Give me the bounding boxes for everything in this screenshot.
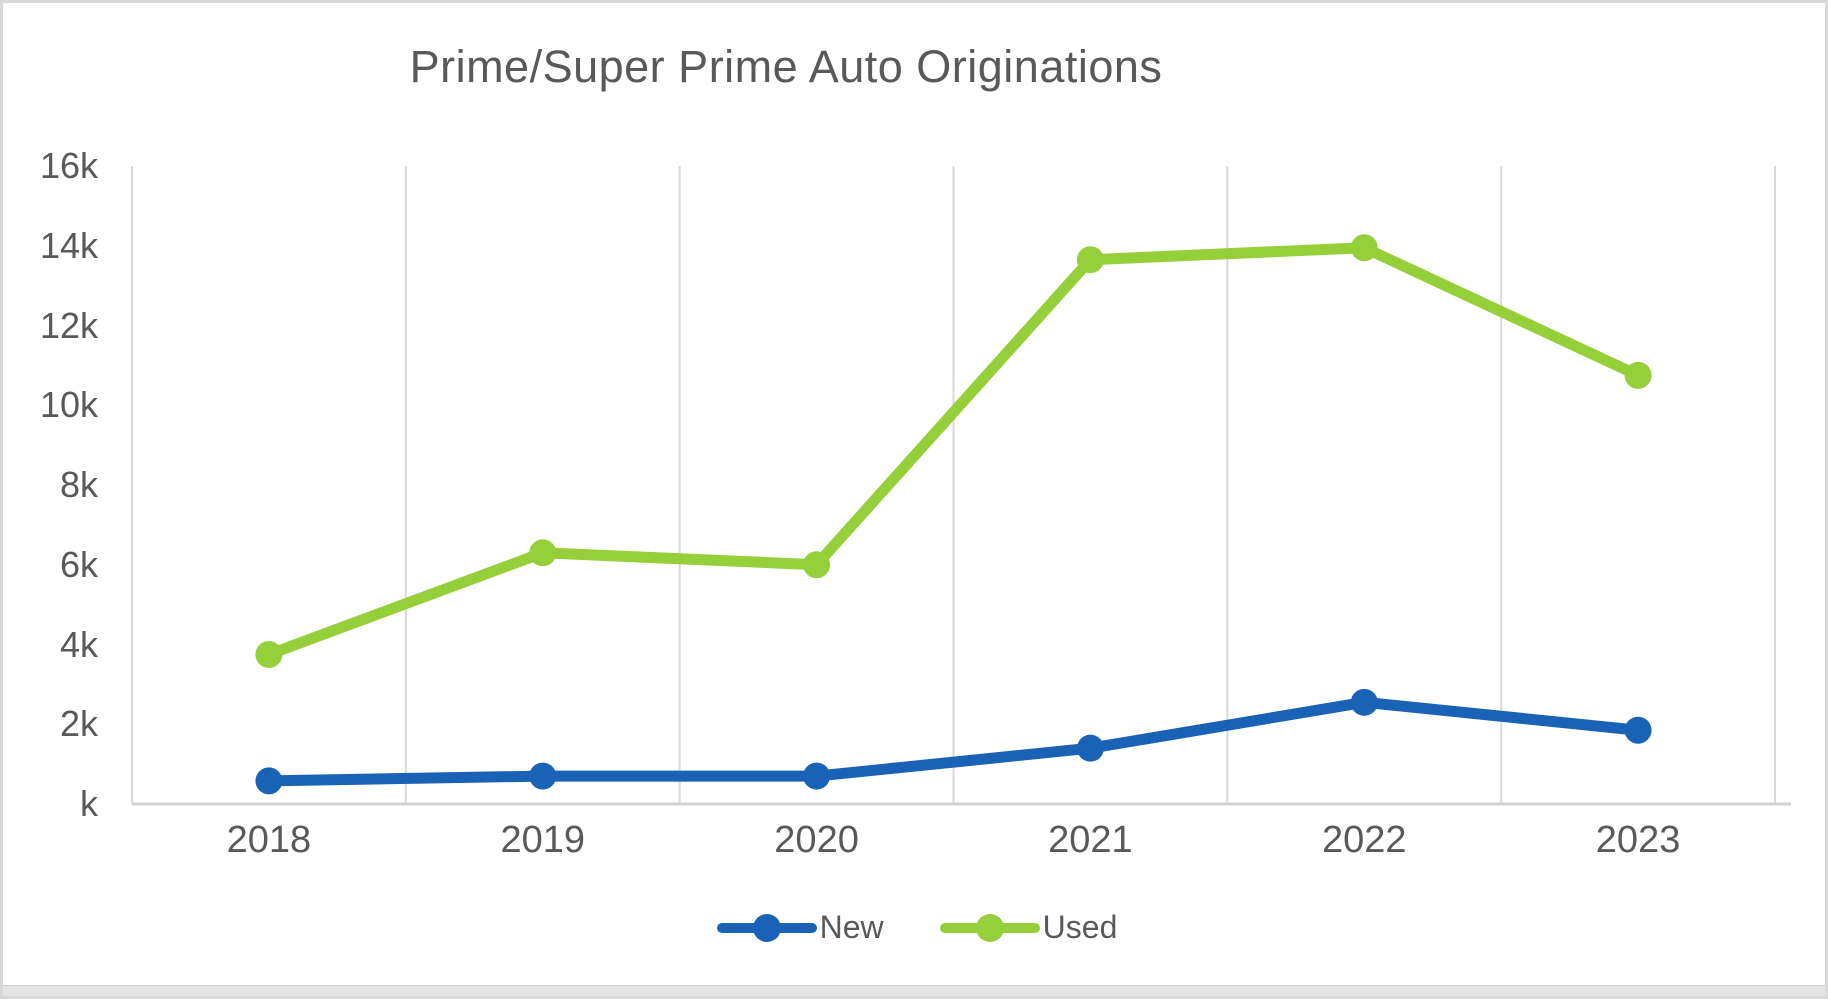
x-tick-label: 2023 [1595,819,1681,861]
series-line-new [263,696,1644,787]
y-tick-label: 8k [59,464,98,505]
legend-label-used: Used [1042,909,1118,945]
legend: New Used [3,909,1825,946]
data-point-used-2020 [803,551,831,579]
legend-label-new: New [819,909,884,945]
data-point-used-2019 [529,539,557,567]
data-point-used-2022 [1350,234,1378,262]
y-tick-label: 16k [39,145,98,186]
data-point-new-2023 [1624,716,1652,744]
y-tick-label: 14k [39,224,98,266]
data-point-used-2021 [1076,246,1104,274]
y-tick-label: 2k [59,703,98,745]
y-tick-label: k [80,783,98,824]
x-tick-label: 2020 [774,819,859,861]
chart-title: Prime/Super Prime Auto Originations [409,41,1163,92]
legend-dot-icon [975,913,1004,942]
legend-marker-used [939,913,1040,942]
data-point-new-2020 [803,762,831,790]
legend-item-new: New [716,909,884,946]
data-point-used-2018 [255,640,283,668]
x-tick-label: 2019 [500,819,586,861]
y-tick-label: 6k [59,543,98,585]
series-line-used [263,242,1644,660]
legend-dot-icon [752,913,781,942]
y-tick-label: 4k [59,623,98,665]
data-point-new-2022 [1350,688,1378,716]
x-tick-label: 2018 [226,819,312,861]
y-tick-label: 10k [39,384,98,426]
chart-canvas [131,166,1791,806]
data-point-new-2021 [1076,734,1104,762]
window-bottom-edge [3,985,1825,996]
x-tick-label: 2022 [1321,819,1407,861]
legend-marker-new [716,913,817,942]
data-point-used-2023 [1624,361,1652,389]
data-point-new-2019 [529,762,557,790]
data-point-new-2018 [255,767,283,795]
y-tick-label: 12k [39,304,98,346]
x-tick-label: 2021 [1048,819,1133,861]
legend-item-used: Used [939,909,1118,946]
